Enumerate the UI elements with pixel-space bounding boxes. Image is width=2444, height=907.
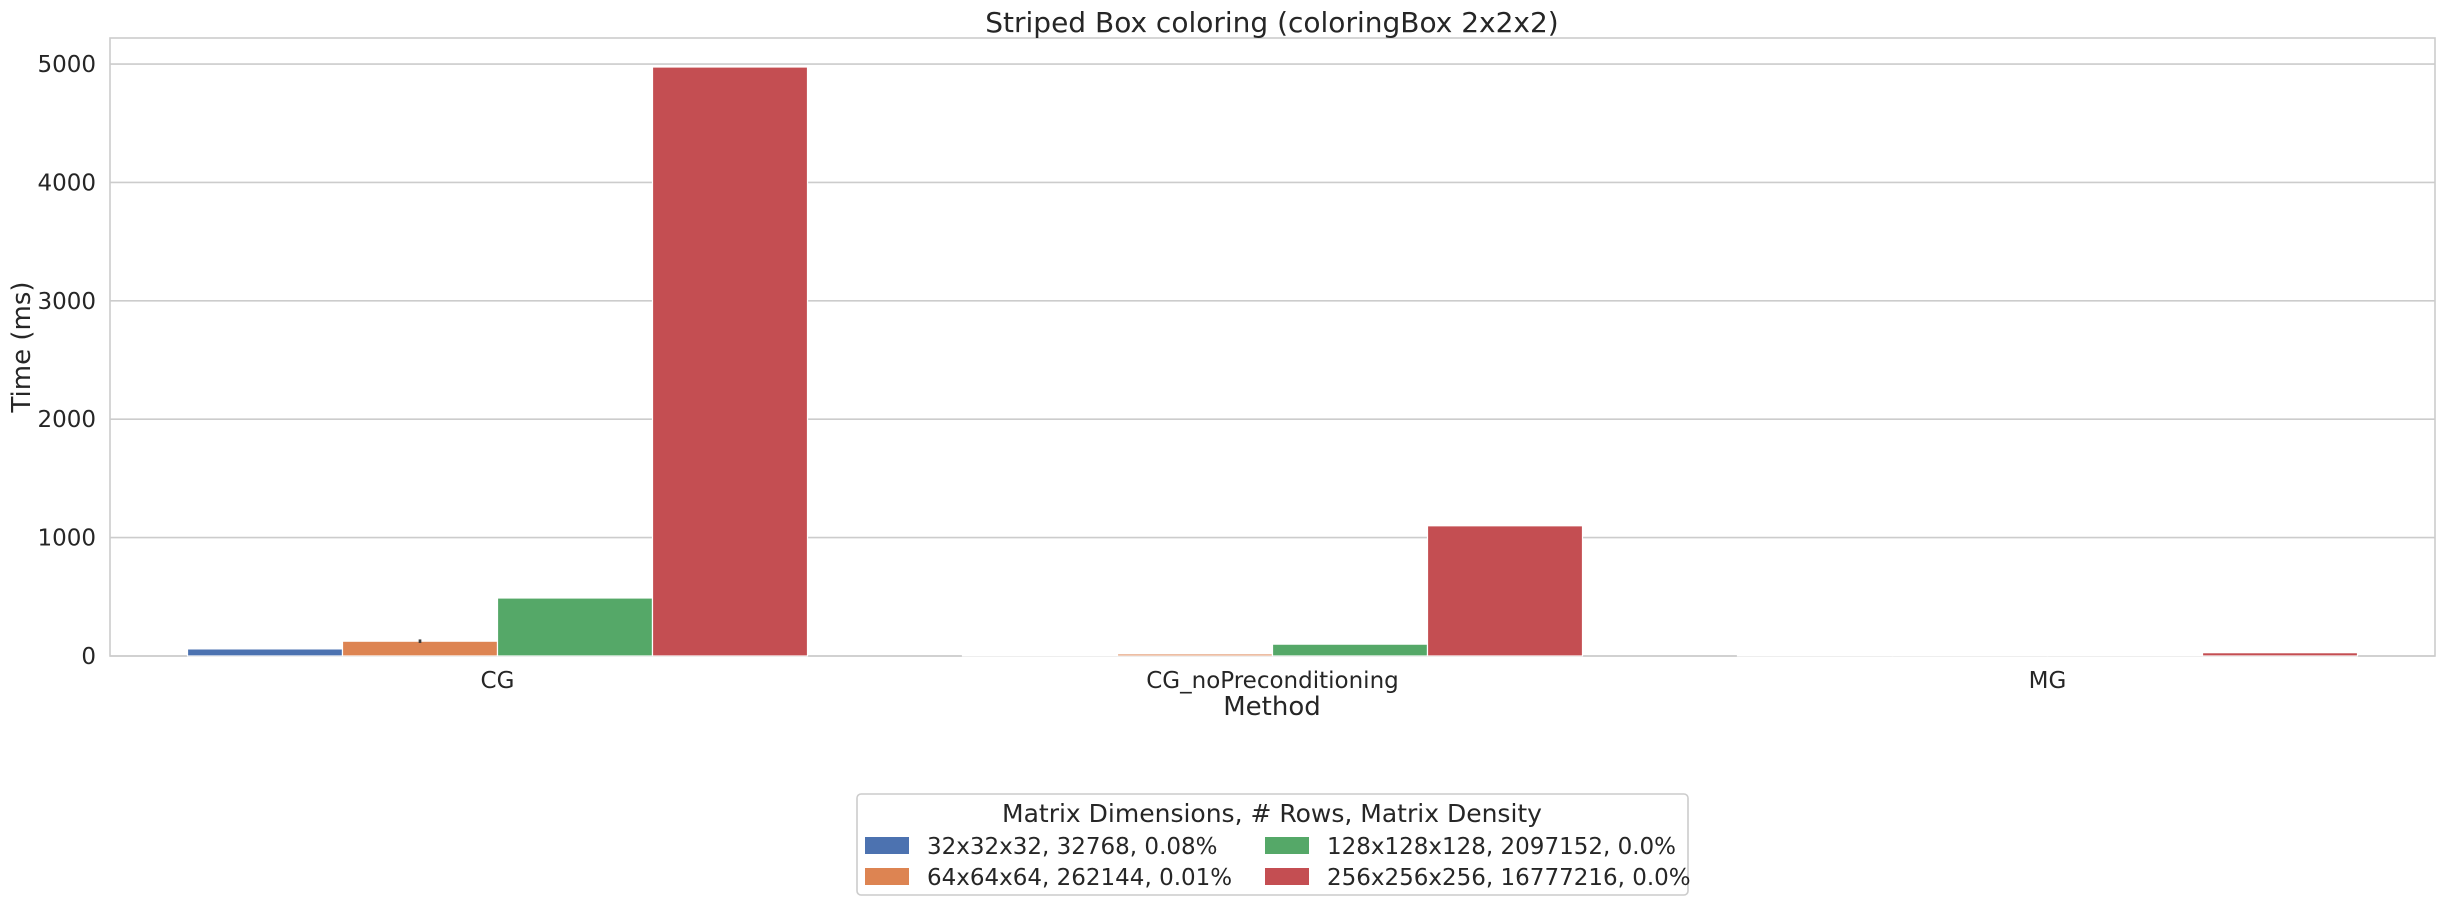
y-tick-label: 2000 (37, 407, 96, 433)
bar (1116, 653, 1274, 657)
bar (651, 66, 809, 657)
legend: Matrix Dimensions, # Rows, Matrix Densit… (856, 793, 1691, 896)
legend-items: 32x32x32, 32768, 0.08% 64x64x64, 262144, … (865, 834, 1691, 891)
bar (2046, 654, 2204, 657)
y-tick-label: 0 (81, 644, 96, 670)
x-tick-label: MG (2029, 668, 2067, 694)
x-tick-label: CG_noPreconditioning (1146, 668, 1399, 694)
chart-title: Striped Box coloring (coloringBox 2x2x2) (985, 6, 1558, 39)
legend-swatch (1265, 868, 1309, 885)
y-tick-label: 4000 (37, 170, 96, 196)
y-tick-label: 1000 (37, 526, 96, 552)
bar (1426, 525, 1584, 657)
x-tick-labels: CG CG_noPreconditioning MG (481, 668, 2067, 694)
bar (496, 597, 654, 657)
bar (1736, 654, 1894, 657)
x-tick-label: CG (481, 668, 515, 694)
y-tick-label: 3000 (37, 289, 96, 315)
bar (186, 648, 344, 657)
bar (1271, 643, 1429, 657)
legend-entry-label: 64x64x64, 262144, 0.01% (927, 865, 1232, 891)
y-tick-label: 5000 (37, 52, 96, 78)
legend-swatch (865, 837, 909, 854)
x-axis-label: Method (1223, 692, 1321, 722)
legend-entry-label: 32x32x32, 32768, 0.08% (927, 834, 1218, 860)
legend-entry-label: 128x128x128, 2097152, 0.0% (1327, 834, 1676, 860)
y-axis-label: Time (ms) (7, 281, 37, 413)
legend-swatch (1265, 837, 1309, 854)
bar (961, 654, 1119, 657)
bars-group (186, 66, 2359, 657)
legend-title: Matrix Dimensions, # Rows, Matrix Densit… (1002, 799, 1542, 828)
bar (1891, 654, 2049, 657)
legend-entry-label: 256x256x256, 16777216, 0.0% (1327, 865, 1691, 891)
bar (2201, 652, 2359, 657)
bar (341, 640, 499, 657)
legend-swatch (865, 868, 909, 885)
y-tick-labels: 0 1000 2000 3000 4000 5000 (37, 52, 96, 670)
